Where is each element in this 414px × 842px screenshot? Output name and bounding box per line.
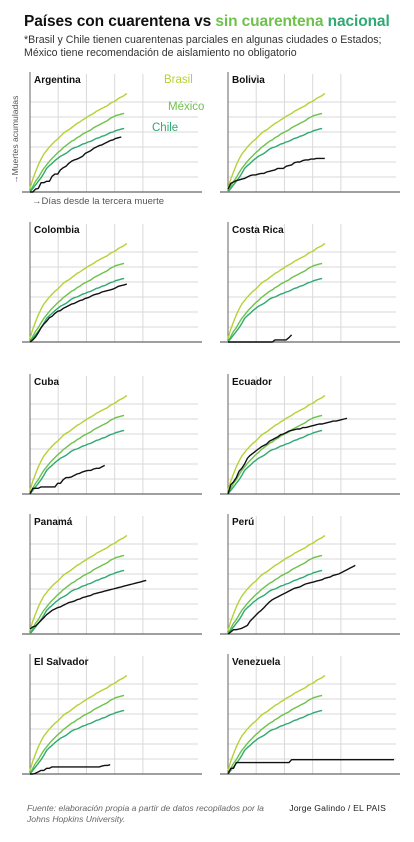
series-line-brasil	[227, 674, 326, 771]
series-line-brasil	[29, 534, 128, 631]
series-line-argentina	[30, 136, 122, 193]
series-line-chile	[227, 277, 323, 343]
series-line-chile	[29, 277, 125, 343]
series-line-el-salvador	[30, 764, 111, 775]
chart-title: Países con cuarentena vs sin cuarentena …	[24, 12, 404, 32]
series-line-brasil	[227, 534, 326, 631]
y-axis-label: →Muertes acumuladas	[10, 96, 20, 184]
panel-bolivia: Bolivia	[220, 72, 400, 193]
series-line-cuba	[29, 464, 106, 495]
panel-title: Costa Rica	[232, 225, 284, 236]
series-line-colombia	[29, 283, 127, 343]
series-line-panama	[29, 579, 147, 630]
series-line-brasil	[227, 242, 326, 339]
series-line-brasil	[29, 674, 128, 771]
series-line-venezuela	[227, 759, 394, 775]
panel-title: Colombia	[34, 225, 80, 236]
source-note: Fuente: elaboración propia a partir de d…	[27, 803, 264, 824]
series-line-mexico	[29, 694, 125, 775]
series-line-brasil	[29, 242, 128, 339]
series-line-peru	[227, 564, 356, 635]
series-line-brasil	[227, 92, 326, 189]
title-part-2: sin cuarentena	[215, 13, 324, 30]
x-axis-label: →Días desde la tercera muerte	[32, 196, 164, 207]
series-line-brasil	[29, 92, 128, 189]
series-line-chile	[227, 569, 323, 635]
series-line-chile	[29, 709, 125, 775]
series-line-chile	[29, 429, 125, 495]
legend-label-mexico: México	[168, 101, 204, 113]
panel-title: Bolivia	[232, 75, 265, 86]
panel-costa-rica: Costa Rica	[220, 222, 400, 343]
panel-title: Ecuador	[232, 377, 272, 388]
series-line-mexico	[227, 414, 323, 495]
panel-ecuador: Ecuador	[220, 374, 400, 495]
legend-label-chile: Chile	[152, 122, 178, 134]
panel-argentina: Argentina Brasil México Chile →Muertes acumu…	[10, 72, 204, 207]
title-part-1: Países con cuarentena vs	[24, 13, 216, 30]
series-line-chile	[29, 569, 125, 635]
series-line-mexico	[29, 414, 125, 495]
credit: Jorge Galindo / EL PAIS	[289, 803, 386, 813]
legend-label-brasil: Brasil	[164, 74, 193, 86]
panel-title: Argentina	[34, 75, 81, 86]
panel-title: Cuba	[34, 377, 59, 388]
panel-venezuela: Venezuela	[220, 654, 400, 775]
panel-cuba: Cuba	[22, 374, 202, 495]
series-line-mexico	[227, 694, 323, 775]
series-line-mexico	[29, 112, 125, 193]
series-line-mexico	[227, 112, 323, 193]
series-line-chile	[227, 429, 323, 495]
series-line-mexico	[227, 554, 323, 635]
series-line-chile	[227, 709, 323, 775]
panel-title: Perú	[232, 517, 254, 528]
panel-title: El Salvador	[34, 657, 89, 668]
series-line-chile	[29, 127, 125, 193]
title-part-3: nacional	[323, 13, 390, 30]
panel-title: Venezuela	[232, 657, 281, 668]
series-line-mexico	[29, 262, 125, 343]
series-line-mexico	[227, 262, 323, 343]
series-line-chile	[227, 127, 323, 193]
series-line-bolivia	[227, 157, 325, 190]
header: Países con cuarentena vs sin cuarentena …	[24, 12, 404, 60]
series-line-mexico	[29, 554, 125, 635]
series-line-ecuador	[227, 417, 348, 495]
series-line-costa-rica	[228, 334, 293, 343]
series-line-brasil	[29, 394, 128, 491]
panel-peru: Perú	[220, 514, 400, 635]
panel-title: Panamá	[34, 517, 73, 528]
panel-panama: Panamá	[22, 514, 202, 635]
chart-subtitle: *Brasil y Chile tienen cuarentenas parci…	[24, 34, 382, 59]
panel-colombia: Colombia	[22, 222, 202, 343]
panel-el-salvador: El Salvador	[22, 654, 202, 775]
series-line-brasil	[227, 394, 326, 491]
